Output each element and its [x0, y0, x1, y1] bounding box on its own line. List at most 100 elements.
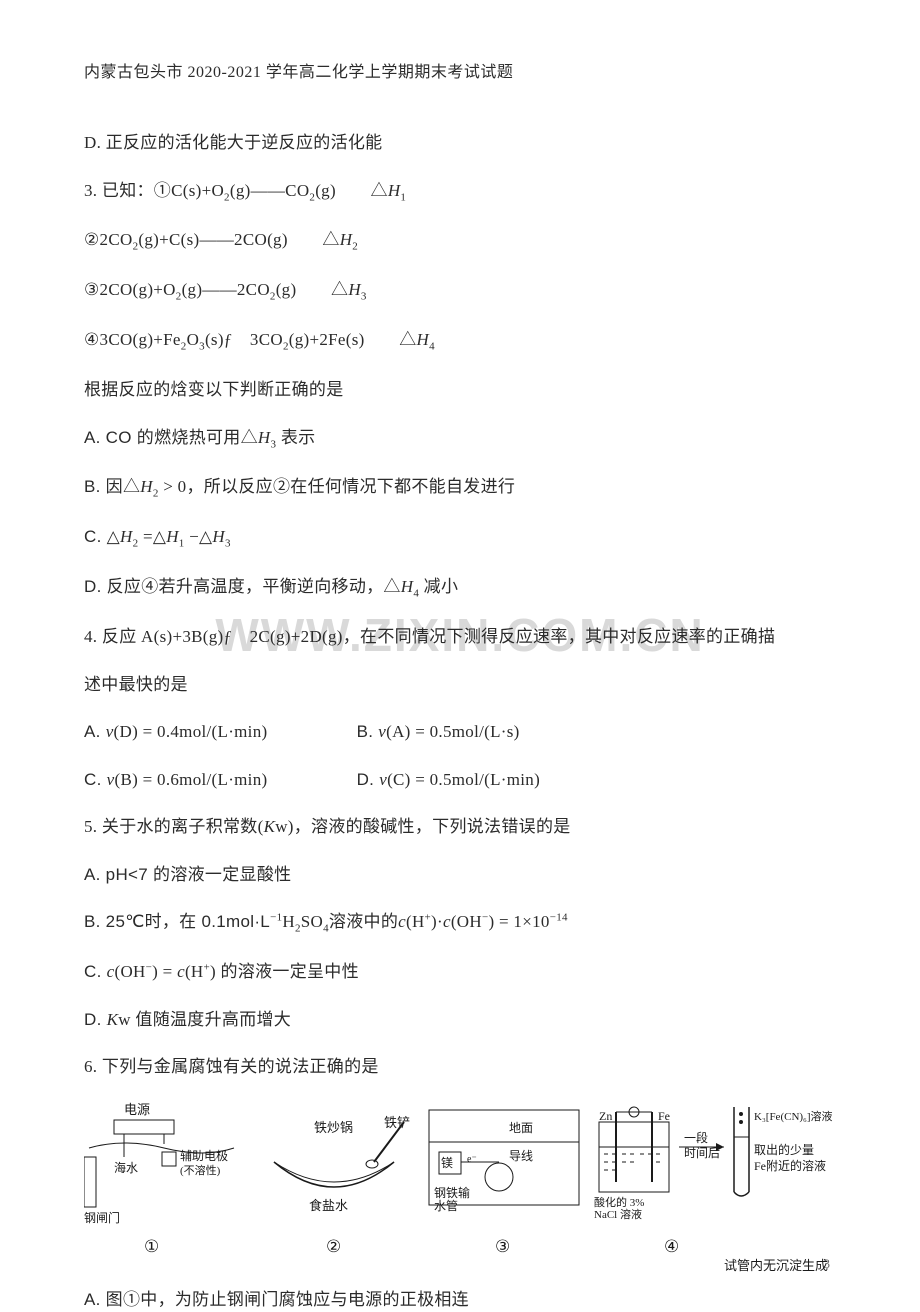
text: H	[282, 912, 295, 931]
q5: 5. 关于水的离子积常数(Kw)，溶液的酸碱性，下列说法错误的是	[84, 814, 836, 840]
svg-text:K₃[Fe(CN)₆]溶液: K₃[Fe(CN)₆]溶液	[754, 1109, 833, 1123]
text: (g)+2Fe(s) △	[289, 330, 417, 349]
svg-text:②: ②	[326, 1237, 341, 1256]
svg-text:①: ①	[144, 1237, 159, 1256]
q3-option-c: C. △H2 =△H1 −△H3	[84, 524, 836, 552]
svg-text:时间后: 时间后	[684, 1146, 720, 1160]
q3-eq4: ④3CO(g)+Fe2O3(s)ƒ 3CO2(g)+2Fe(s) △H4	[84, 327, 836, 355]
fig3: 地面 镁 e⁻ 导线 钢铁输 水管 ③	[429, 1110, 579, 1256]
svg-text:试管内无沉淀生成: 试管内无沉淀生成	[724, 1258, 828, 1273]
svg-text:水管: 水管	[434, 1198, 458, 1213]
q3-tail: 根据反应的焓变以下判断正确的是	[84, 377, 836, 403]
text: w 值随温度升高而增大	[118, 1010, 291, 1029]
text: D. 反应④若升高温度，平衡逆向移动，△	[84, 577, 401, 596]
svg-text:电源: 电源	[124, 1102, 150, 1117]
q4b: 述中最快的是	[84, 672, 836, 698]
svg-text:导线: 导线	[509, 1149, 533, 1163]
label: D.	[357, 770, 380, 789]
text: 减小	[419, 577, 458, 596]
text: O	[187, 330, 200, 349]
svg-text:(不溶性): (不溶性)	[180, 1163, 221, 1177]
text: 溶液中的	[329, 912, 398, 931]
svg-text:e⁻: e⁻	[467, 1154, 477, 1165]
q4-row1: A. v(D) = 0.4mol/(L·min) B. v(A) = 0.5mo…	[84, 719, 836, 745]
svg-text:取出的少量: 取出的少量	[754, 1142, 814, 1157]
q5-option-d: D. Kw 值随温度升高而增大	[84, 1007, 836, 1033]
text: ③2CO(g)+O	[84, 280, 176, 299]
fig2: 铁炒锅 铁铲 食盐水 ②	[274, 1115, 410, 1256]
text: B. 25℃时，在 0.1mol·L	[84, 912, 270, 931]
q5-option-b: B. 25℃时，在 0.1mol·L−1H2SO4溶液中的c(H+)·c(OH−…	[84, 909, 836, 937]
text: 5. 关于水的离子积常数(	[84, 817, 264, 836]
text: −△	[185, 527, 213, 546]
svg-text:地面: 地面	[509, 1121, 533, 1135]
q3-option-a: A. CO 的燃烧热可用△H3 表示	[84, 425, 836, 453]
q6-option-a: A. 图①中，为防止钢闸门腐蚀应与电源的正极相连	[84, 1287, 836, 1312]
val: (A) = 0.5mol/(L·s)	[386, 722, 520, 741]
text: (OH	[114, 962, 145, 981]
svg-text:海水: 海水	[114, 1160, 138, 1175]
q5-option-a: A. pH<7 的溶液一定显酸性	[84, 862, 836, 888]
label: C.	[84, 770, 107, 789]
label: A.	[84, 722, 106, 741]
text: w)，溶液的酸碱性，下列说法错误的是	[275, 817, 570, 836]
text: )·	[431, 912, 443, 931]
text: C. △	[84, 527, 120, 546]
q4: 4. 反应 A(s)+3B(g)ƒ 2C(g)+2D(g)，在不同情况下测得反应…	[84, 624, 836, 650]
text: =△	[138, 527, 166, 546]
svg-text:食盐水: 食盐水	[309, 1198, 348, 1213]
svg-text:Zn: Zn	[599, 1109, 612, 1123]
svg-text:钢闸门: 钢闸门	[84, 1210, 120, 1225]
svg-text:酸化的 3%: 酸化的 3%	[594, 1195, 644, 1209]
text: (g) △	[276, 280, 349, 299]
svg-text:Fe: Fe	[658, 1109, 670, 1123]
text: ) =	[152, 962, 177, 981]
text: B. 因△	[84, 477, 140, 496]
svg-text:铁炒锅: 铁炒锅	[314, 1120, 353, 1135]
q3-eq1: 3. 已知：①C(s)+O2(g)——CO2(g) △H1	[84, 178, 836, 206]
text: (H	[406, 912, 425, 931]
text: C.	[84, 962, 107, 981]
val: (D) = 0.4mol/(L·min)	[114, 722, 268, 741]
label: B.	[357, 722, 379, 741]
text: (g)+C(s)——2CO(g) △	[138, 230, 339, 249]
text: ④3CO(g)+Fe	[84, 330, 181, 349]
svg-text:③: ③	[495, 1237, 510, 1256]
page: 内蒙古包头市 2020-2021 学年高二化学上学期期末考试试题 D. 正反应的…	[0, 0, 920, 1312]
q6-figures: 电源 钢闸门 海水 辅助电极 (不溶性) ① 铁炒锅 铁铲	[84, 1102, 836, 1277]
svg-text:钢铁输: 钢铁输	[434, 1185, 470, 1200]
text: A. CO 的燃烧热可用△	[84, 428, 258, 447]
text: 表示	[276, 428, 315, 447]
val: (B) = 0.6mol/(L·min)	[114, 770, 267, 789]
val: (C) = 0.5mol/(L·min)	[387, 770, 540, 789]
text: ) 的溶液一定呈中性	[210, 962, 359, 981]
fig1: 电源 钢闸门 海水 辅助电极 (不溶性) ①	[84, 1102, 234, 1256]
exam-header: 内蒙古包头市 2020-2021 学年高二化学上学期期末考试试题	[84, 58, 836, 82]
text: 3. 已知：①C(s)+O	[84, 181, 224, 200]
q5-option-c: C. c(OH−) = c(H+) 的溶液一定呈中性	[84, 959, 836, 985]
svg-text:一段: 一段	[684, 1130, 708, 1145]
text: SO	[301, 912, 323, 931]
text: (g)——CO	[230, 181, 310, 200]
text: (g) △	[315, 181, 388, 200]
q3-option-b: B. 因△H2 > 0，所以反应②在任何情况下都不能自发进行	[84, 474, 836, 502]
svg-text:辅助电极: 辅助电极	[180, 1149, 228, 1163]
svg-text:NaCl 溶液: NaCl 溶液	[594, 1207, 642, 1221]
fig4: Zn Fe 酸化的 3% NaCl 溶液 一段 时间后	[594, 1107, 833, 1273]
text: (g)——2CO	[182, 280, 270, 299]
q6: 6. 下列与金属腐蚀有关的说法正确的是	[84, 1054, 836, 1080]
svg-text:④: ④	[664, 1237, 679, 1256]
text: (OH	[451, 912, 482, 931]
text: D.	[84, 1010, 107, 1029]
text: (H	[185, 962, 204, 981]
text: > 0，所以反应②在任何情况下都不能自发进行	[159, 477, 516, 496]
q2-option-d: D. 正反应的活化能大于逆反应的活化能	[84, 130, 836, 156]
text: ②2CO	[84, 230, 133, 249]
svg-text:铁铲: 铁铲	[384, 1115, 410, 1130]
q3-eq3: ③2CO(g)+O2(g)——2CO2(g) △H3	[84, 277, 836, 305]
q3-eq2: ②2CO2(g)+C(s)——2CO(g) △H2	[84, 227, 836, 255]
q4-row2: C. v(B) = 0.6mol/(L·min) D. v(C) = 0.5mo…	[84, 767, 836, 793]
svg-text:Fe附近的溶液: Fe附近的溶液	[754, 1158, 826, 1173]
svg-text:镁: 镁	[441, 1156, 453, 1170]
figures-svg: 电源 钢闸门 海水 辅助电极 (不溶性) ① 铁炒锅 铁铲	[84, 1102, 836, 1277]
